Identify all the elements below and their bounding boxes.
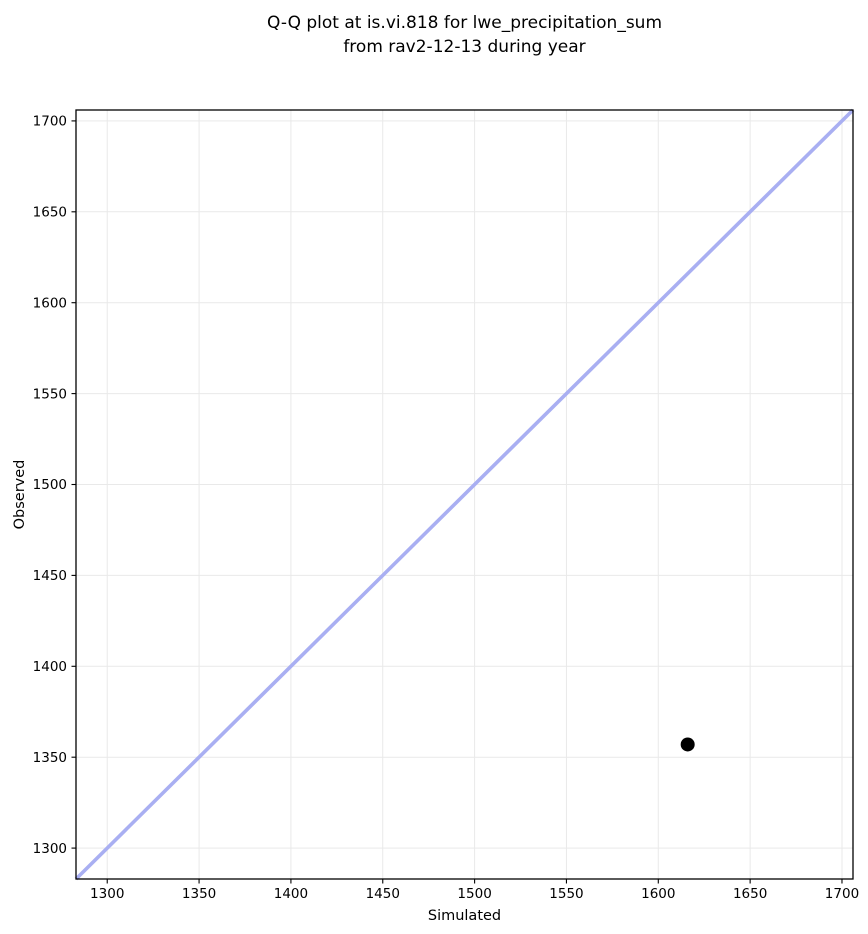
y-tick-label: 1500 bbox=[33, 477, 67, 493]
y-tick-label: 1550 bbox=[33, 386, 67, 402]
x-tick-label: 1550 bbox=[549, 886, 583, 902]
y-tick-label: 1400 bbox=[33, 659, 67, 675]
x-tick-label: 1650 bbox=[733, 886, 767, 902]
x-tick-label: 1300 bbox=[90, 886, 124, 902]
x-tick-label: 1350 bbox=[182, 886, 216, 902]
x-tick-label: 1700 bbox=[825, 886, 859, 902]
y-tick-label: 1300 bbox=[33, 841, 67, 857]
y-tick-label: 1650 bbox=[33, 205, 67, 221]
x-axis-label: Simulated bbox=[428, 908, 501, 924]
data-point bbox=[680, 737, 695, 752]
y-axis-label: Observed bbox=[12, 460, 28, 530]
chart-title: Q-Q plot at is.vi.818 for lwe_precipitat… bbox=[76, 11, 853, 59]
chart-title-line-1: Q-Q plot at is.vi.818 for lwe_precipitat… bbox=[266, 13, 663, 33]
x-tick-label: 1450 bbox=[366, 886, 400, 902]
x-tick-label: 1600 bbox=[641, 886, 675, 902]
y-tick-label: 1700 bbox=[33, 114, 67, 130]
x-tick-label: 1500 bbox=[457, 886, 491, 902]
y-tick-label: 1450 bbox=[33, 568, 67, 584]
y-tick-label: 1350 bbox=[33, 750, 67, 766]
y-tick-label: 1600 bbox=[33, 295, 67, 311]
x-tick-label: 1400 bbox=[274, 886, 308, 902]
identity-line bbox=[74, 108, 855, 881]
chart-title-line-2: from rav2-12-13 during year bbox=[343, 37, 586, 57]
plot-frame bbox=[75, 109, 854, 880]
